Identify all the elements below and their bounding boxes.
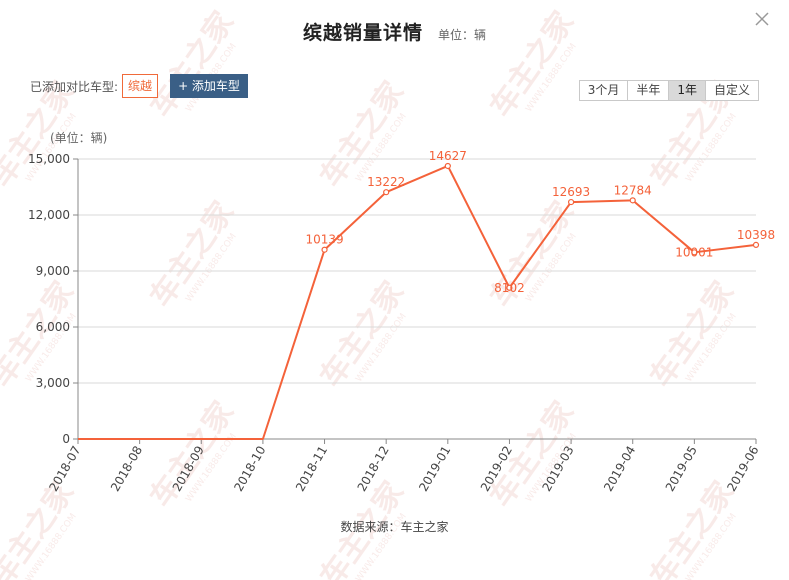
data-label: 12784 — [614, 183, 652, 197]
x-tick-label: 2018-10 — [231, 444, 268, 494]
chart-container: (单位：辆) 0 3,000 6,000 9,000 12,000 15,000 2018-… — [28, 130, 775, 494]
x-tick-label: 2019-02 — [478, 444, 515, 494]
y-tick-label: 15,000 — [28, 152, 70, 166]
tab-3-months[interactable]: 3个月 — [579, 81, 628, 100]
data-label: 10139 — [305, 233, 343, 247]
x-tick-label: 2019-04 — [601, 444, 638, 494]
y-tick-label: 6,000 — [36, 320, 70, 334]
x-tick-label: 2018-09 — [170, 444, 207, 494]
x-tick-label: 2019-03 — [539, 444, 576, 494]
y-axis-unit-label: (单位：辆) — [50, 130, 107, 145]
close-button[interactable] — [753, 10, 771, 28]
range-tabs: 3个月 半年 1年 自定义 — [578, 80, 759, 101]
header: 缤越销量详情 单位：辆 — [0, 18, 789, 45]
sales-line-chart: (单位：辆) 0 3,000 6,000 9,000 12,000 15,000 2018-… — [28, 130, 775, 494]
y-tick-label: 0 — [62, 432, 70, 446]
data-point — [752, 241, 760, 249]
x-tick-label: 2018-07 — [46, 444, 83, 494]
page-title: 缤越销量详情 — [302, 22, 423, 44]
x-tick-label: 2018-11 — [293, 444, 330, 494]
tab-custom[interactable]: 自定义 — [704, 81, 758, 100]
y-tick-label: 12,000 — [28, 208, 70, 222]
y-tick-label: 3,000 — [36, 376, 70, 390]
data-label: 14627 — [429, 149, 467, 163]
data-point — [567, 198, 575, 206]
y-tick-label: 9,000 — [36, 264, 70, 278]
data-label: 13222 — [367, 175, 405, 189]
data-point — [629, 197, 636, 204]
data-point — [444, 162, 451, 170]
x-tick-label: 2019-06 — [724, 444, 761, 494]
data-label: 10001 — [675, 245, 713, 259]
compare-label: 已添加对比车型: — [30, 79, 119, 94]
data-source: 数据来源：车主之家 — [340, 520, 449, 534]
data-point — [506, 284, 513, 291]
data-label: 12693 — [552, 185, 590, 199]
tab-1-year[interactable]: 1年 — [668, 81, 705, 100]
series-line — [78, 164, 757, 440]
compare-toolbar: 已添加对比车型: 缤越 + 添加车型 — [30, 74, 248, 98]
x-tick-label: 2019-01 — [416, 444, 453, 494]
tab-half-year[interactable]: 半年 — [627, 81, 669, 100]
data-label: 8102 — [494, 281, 525, 295]
data-point — [691, 249, 698, 256]
data-label: 10398 — [737, 228, 775, 242]
close-icon — [755, 12, 769, 26]
x-tick-label: 2018-08 — [108, 444, 145, 494]
x-tick-label: 2018-12 — [355, 444, 392, 494]
add-model-button[interactable]: + 添加车型 — [170, 74, 248, 98]
data-point — [321, 246, 328, 253]
model-tag[interactable]: 缤越 — [122, 74, 159, 98]
x-tick-label: 2019-05 — [663, 444, 700, 494]
unit-label: 单位：辆 — [438, 28, 487, 42]
data-point — [383, 189, 390, 196]
